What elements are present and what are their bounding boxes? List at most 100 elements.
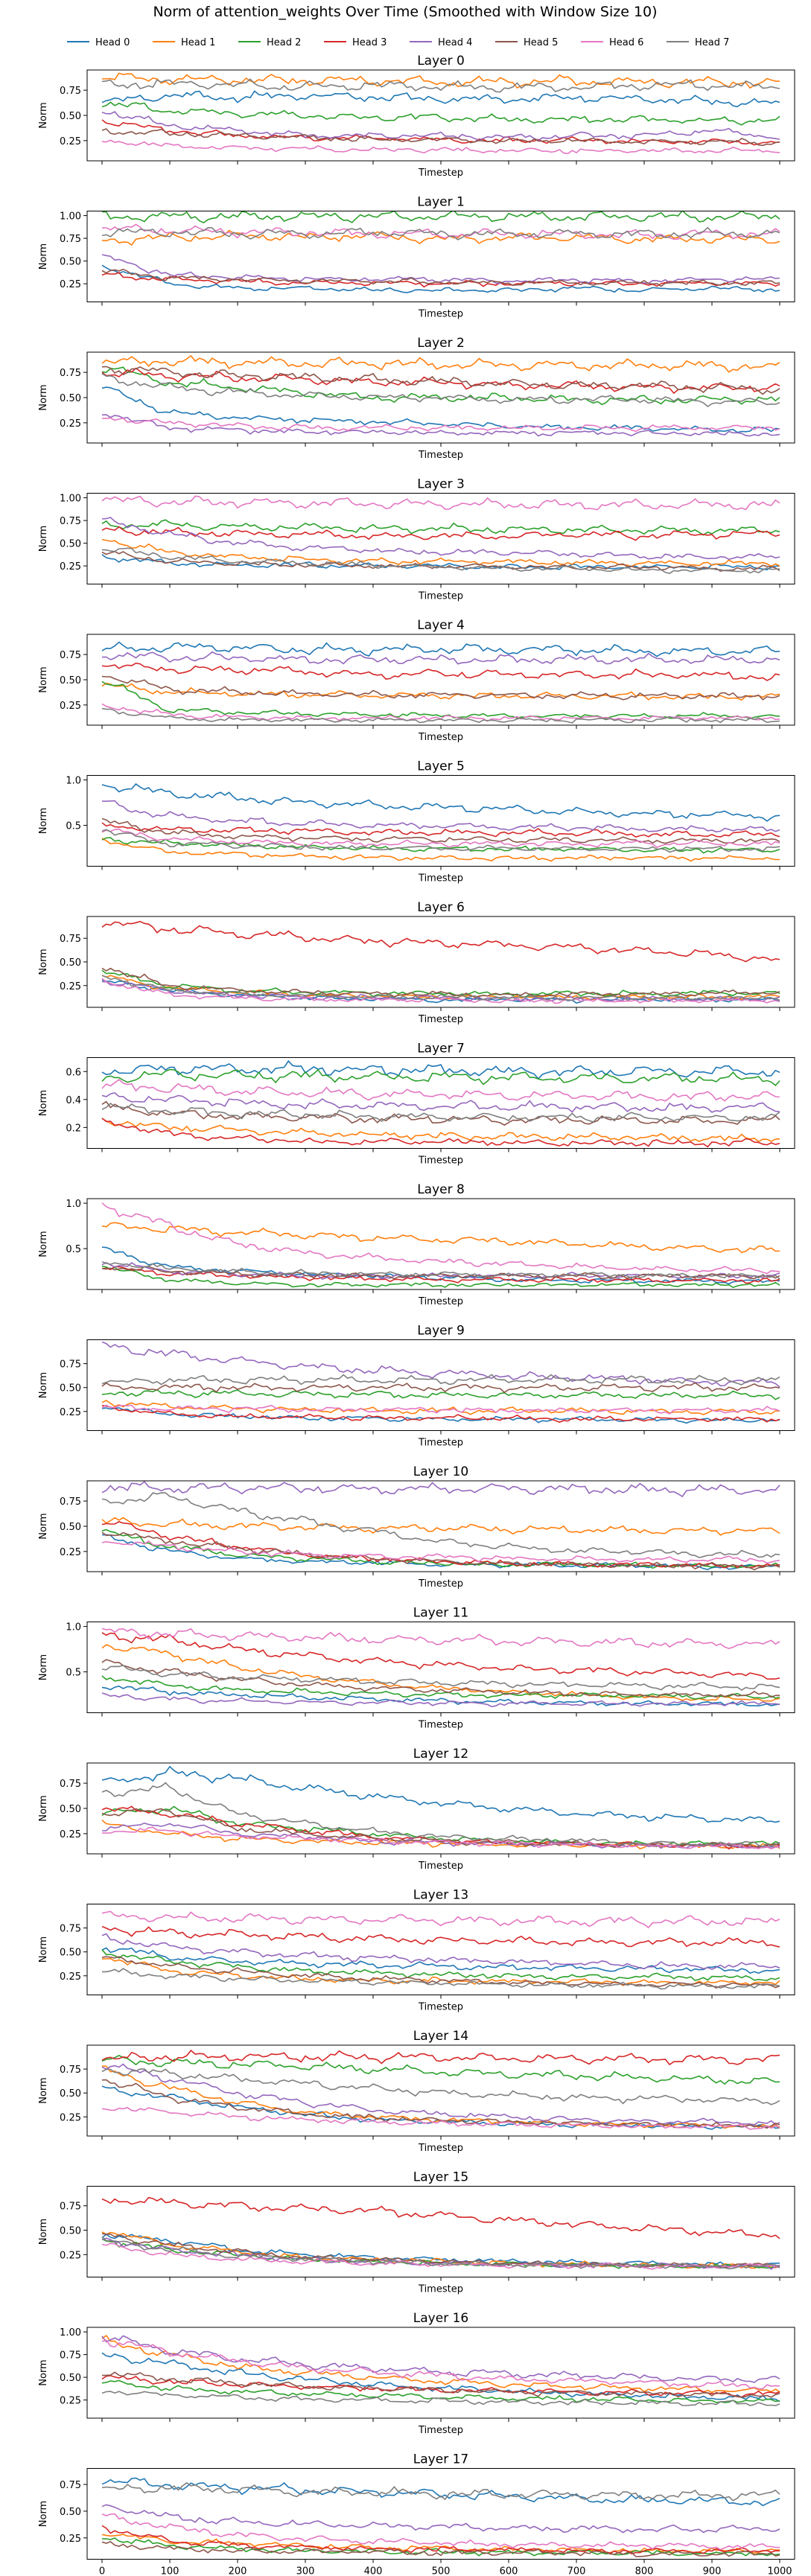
series-line-head-7 <box>101 707 780 724</box>
layer-panel: Layer 3 0.25 0.50 0.75 1.00 Norm Timestep <box>38 477 795 602</box>
y-tick-label: 0.25 <box>60 981 81 992</box>
axes-frame <box>86 1904 795 1995</box>
y-tick-label: 0.25 <box>60 1407 81 1418</box>
legend-item: Head 5 <box>495 37 558 48</box>
series-line-head-7 <box>101 1782 780 1848</box>
y-tick-label: 0.25 <box>60 418 81 430</box>
x-axis-label: Timestep <box>418 1438 463 1449</box>
x-axis-label: Timestep <box>418 2284 463 2295</box>
series-line-head-0 <box>101 782 780 822</box>
series-line-head-4 <box>101 414 780 437</box>
y-tick-label: 1.0 <box>66 1199 81 1210</box>
y-tick-label: 0.5 <box>66 821 81 832</box>
y-tick-label: 0.75 <box>60 650 81 661</box>
series-line-head-3 <box>101 1404 780 1424</box>
series-line-head-4 <box>101 981 780 1003</box>
y-axis-label: Norm <box>38 2077 49 2103</box>
layer-title: Layer 6 <box>417 900 465 915</box>
series-line-head-1 <box>101 229 780 246</box>
y-tick-label: 0.25 <box>60 1829 81 1840</box>
series-line-head-4 <box>101 2504 780 2534</box>
legend-label: Head 7 <box>695 37 729 48</box>
y-axis-label: Norm <box>38 2359 49 2385</box>
y-tick-label: 0.50 <box>60 1804 81 1815</box>
series-line-head-2 <box>101 519 780 536</box>
x-axis-label: Timestep <box>418 1155 463 1167</box>
series-line-head-5 <box>101 2540 780 2557</box>
y-tick-label: 1.00 <box>60 494 81 505</box>
y-tick-label: 0.25 <box>60 561 81 573</box>
layer-panel: Layer 4 0.25 0.50 0.75 Norm Timestep <box>38 618 795 743</box>
series-line-head-0 <box>101 90 780 108</box>
y-axis-label: Norm <box>38 1372 49 1398</box>
series-line-head-0 <box>101 1765 780 1823</box>
series-line-head-1 <box>101 1222 780 1254</box>
layer-title: Layer 1 <box>417 195 465 210</box>
series-line-head-5 <box>101 128 780 147</box>
layer-title: Layer 0 <box>417 54 465 68</box>
x-tick-label: 200 <box>229 2566 247 2576</box>
layer-panel: Layer 12 0.25 0.50 0.75 Norm Timestep <box>38 1747 795 1872</box>
layer-title: Layer 2 <box>417 336 465 351</box>
y-tick-label: 0.75 <box>60 2350 81 2362</box>
y-axis-label: Norm <box>38 243 49 270</box>
layer-panel: Layer 7 0.2 0.4 0.6 Norm Timestep <box>38 1042 795 1167</box>
series-line-head-3 <box>101 1632 780 1680</box>
series-line-head-0 <box>101 2477 780 2507</box>
layer-title: Layer 15 <box>413 2170 468 2185</box>
series-line-head-3 <box>101 1925 780 1948</box>
series-line-head-5 <box>101 268 780 287</box>
series-line-head-7 <box>101 1374 780 1386</box>
series-line-head-3 <box>101 662 780 681</box>
series-line-head-2 <box>101 366 780 406</box>
y-axis-label: Norm <box>38 1654 49 1680</box>
y-tick-label: 0.25 <box>60 2112 81 2123</box>
y-tick-label: 1.00 <box>60 2327 81 2339</box>
layer-panel: Layer 0 0.25 0.50 0.75 Norm Timestep <box>38 54 795 179</box>
y-tick-label: 0.75 <box>60 1779 81 1790</box>
series-line-head-3 <box>101 2375 780 2398</box>
series-line-head-6 <box>101 2339 780 2390</box>
x-axis-label: Timestep <box>418 873 463 884</box>
legend-item: Head 4 <box>410 37 472 48</box>
series-line-head-2 <box>101 211 780 224</box>
x-axis-label: Timestep <box>418 1720 463 1731</box>
series-line-head-6 <box>101 1202 780 1275</box>
series-line-head-1 <box>101 2335 780 2394</box>
series-line-head-4 <box>101 254 780 284</box>
layer-title: Layer 5 <box>417 759 465 774</box>
y-axis-label: Norm <box>38 1231 49 1257</box>
y-tick-label: 0.25 <box>60 701 81 712</box>
y-tick-label: 1.00 <box>60 211 81 223</box>
series-line-head-2 <box>101 680 780 720</box>
y-axis-label: Norm <box>38 526 49 552</box>
layer-panel: Layer 8 0.5 1.0 Norm Timestep <box>38 1182 795 1307</box>
series-line-head-1 <box>101 1957 780 1986</box>
y-axis-label: Norm <box>38 1936 49 1963</box>
series-line-head-7 <box>102 1968 780 1990</box>
series-line-head-5 <box>101 2371 780 2398</box>
layer-panel: Layer 16 0.25 0.50 0.75 1.00 Norm Timestep <box>38 2311 795 2436</box>
layer-title: Layer 10 <box>413 1464 468 1479</box>
y-tick-label: 0.75 <box>60 368 81 379</box>
series-line-head-6 <box>101 978 780 1004</box>
y-tick-label: 0.75 <box>60 2202 81 2213</box>
series-line-head-1 <box>101 1644 780 1702</box>
series-line-head-0 <box>101 264 780 293</box>
series-line-head-2 <box>101 1068 780 1086</box>
y-tick-label: 0.75 <box>60 1359 81 1371</box>
legend-label: Head 5 <box>524 37 558 48</box>
y-axis-label: Norm <box>38 102 49 128</box>
y-tick-label: 0.25 <box>60 136 81 147</box>
legend-item: Head 3 <box>324 37 387 48</box>
y-axis-label: Norm <box>38 666 49 692</box>
series-line-head-0 <box>101 386 780 433</box>
series-line-head-7 <box>101 78 780 93</box>
series-line-head-5 <box>101 1956 780 1989</box>
y-tick-label: 0.50 <box>60 111 81 122</box>
legend-item: Head 6 <box>581 37 643 48</box>
layer-panel: Layer 5 0.5 1.0 Norm Timestep <box>38 759 795 884</box>
series-line-head-6 <box>102 1826 780 1850</box>
y-tick-label: 1.0 <box>66 1622 81 1633</box>
